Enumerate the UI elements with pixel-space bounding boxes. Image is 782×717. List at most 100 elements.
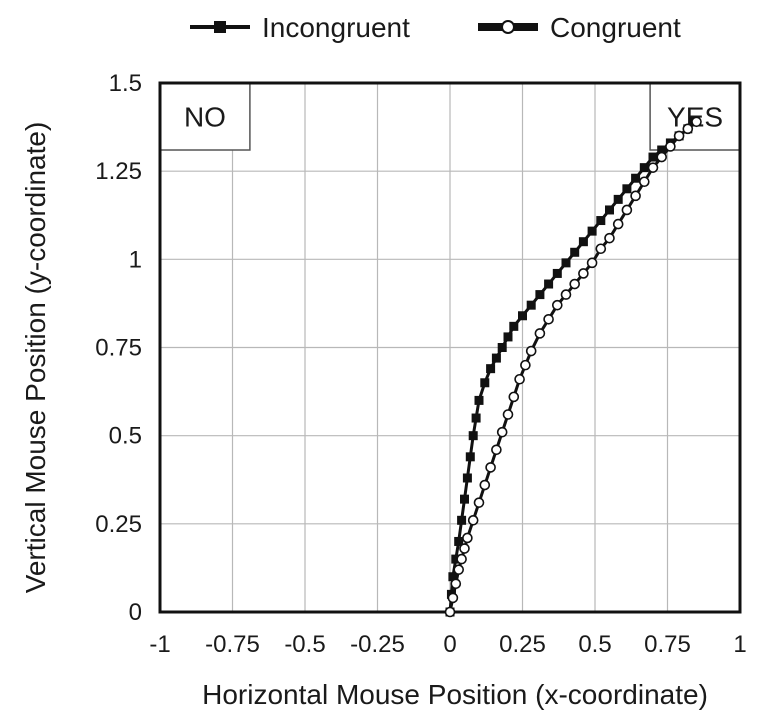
series-congruent (444, 116, 702, 618)
data-point-congruent (456, 553, 467, 565)
y-tick-label: 1.5 (109, 70, 142, 97)
legend-label: Congruent (550, 12, 681, 43)
data-point-incongruent (648, 152, 658, 162)
data-point-congruent (520, 359, 531, 371)
x-tick-label: 0.5 (578, 631, 611, 658)
data-point-incongruent (535, 290, 545, 300)
data-point-congruent (444, 606, 456, 618)
data-point-congruent (673, 130, 685, 142)
data-point-congruent (514, 373, 525, 385)
data-point-congruent (459, 543, 470, 554)
x-tick-label: 0 (443, 631, 456, 658)
series-layer (444, 116, 702, 618)
data-point-incongruent (457, 515, 467, 525)
data-point-congruent (491, 444, 502, 456)
data-point-incongruent (451, 554, 461, 564)
data-point-incongruent (462, 473, 472, 483)
data-point-incongruent (486, 364, 496, 374)
data-point-congruent (578, 268, 589, 279)
data-point-incongruent (468, 431, 478, 441)
data-point-congruent (595, 243, 607, 255)
data-point-congruent (656, 151, 668, 163)
data-point-incongruent (613, 194, 623, 204)
data-point-incongruent (657, 145, 667, 155)
data-point-incongruent (471, 413, 481, 423)
x-axis-label: Horizontal Mouse Position (x-coordinate) (202, 679, 708, 710)
data-point-incongruent (503, 332, 513, 342)
data-point-incongruent (480, 378, 490, 388)
data-point-congruent (462, 532, 473, 544)
data-point-incongruent (509, 321, 519, 331)
data-point-congruent (467, 515, 479, 526)
data-point-congruent (508, 391, 520, 403)
x-tick-label: -1 (149, 631, 170, 658)
data-point-incongruent (596, 216, 606, 226)
data-point-congruent (691, 116, 702, 128)
y-tick-label: 0 (129, 599, 142, 626)
data-point-congruent (447, 592, 459, 604)
data-point-congruent (502, 409, 514, 420)
y-tick-label: 1 (129, 246, 142, 273)
legend: Incongruent Congruent (190, 12, 681, 43)
tick-labels: -1 -0.75 -0.5 -0.25 0 0.25 0.5 0.75 1 0 0.25 0.5 0.7… (95, 70, 746, 658)
data-point-congruent (525, 345, 537, 357)
legend-marker (501, 20, 515, 34)
x-tick-label: -0.75 (205, 631, 260, 658)
data-point-incongruent (570, 247, 580, 257)
data-point-congruent (496, 426, 508, 438)
data-point-incongruent (552, 268, 562, 278)
data-point-incongruent (454, 536, 464, 546)
data-point-incongruent (460, 494, 469, 504)
legend-label: Incongruent (262, 12, 410, 43)
data-point-incongruent (561, 258, 571, 268)
legend-item-congruent: Congruent (478, 12, 681, 43)
data-point-incongruent (587, 226, 597, 236)
x-tick-label: 0.75 (644, 631, 691, 658)
data-point-congruent (479, 479, 491, 491)
y-tick-label: 1.25 (95, 158, 142, 185)
y-tick-label: 0.25 (95, 511, 142, 538)
data-point-incongruent (639, 163, 649, 173)
legend-item-incongruent: Incongruent (190, 12, 410, 43)
grid (159, 82, 741, 613)
legend-marker (214, 21, 226, 33)
data-point-congruent (586, 257, 598, 269)
data-point-incongruent (605, 205, 614, 215)
data-point-congruent (682, 123, 694, 135)
response-box-label-no: NO (184, 102, 226, 133)
x-tick-label: -0.25 (350, 631, 405, 658)
data-point-incongruent (631, 173, 641, 183)
data-point-congruent (604, 232, 615, 244)
x-tick-label: 1 (733, 631, 746, 658)
y-tick-label: 0.75 (95, 335, 142, 362)
data-point-incongruent (497, 343, 507, 352)
data-point-congruent (485, 462, 496, 473)
data-point-congruent (534, 328, 546, 339)
response-boxes: NOYES (159, 82, 741, 151)
response-box-yes (649, 82, 741, 151)
data-point-congruent (647, 162, 659, 173)
data-point-congruent (621, 204, 633, 216)
series-incongruent (445, 117, 699, 617)
data-point-congruent (453, 564, 465, 575)
data-point-incongruent (465, 452, 475, 462)
data-point-congruent (612, 218, 624, 230)
data-point-incongruent (448, 572, 458, 582)
data-point-congruent (665, 141, 676, 152)
data-point-congruent (569, 278, 581, 290)
data-point-congruent (473, 497, 485, 508)
data-point-incongruent (578, 237, 588, 247)
data-point-congruent (630, 190, 641, 202)
x-tick-label: 0.25 (499, 631, 546, 658)
data-point-incongruent (622, 184, 632, 194)
data-point-congruent (560, 289, 572, 300)
data-point-congruent (543, 313, 554, 325)
data-point-congruent (551, 299, 563, 311)
y-axis-label: Vertical Mouse Position (y-coordinate) (20, 122, 51, 594)
data-point-congruent (450, 578, 462, 590)
data-point-incongruent (474, 395, 484, 405)
x-tick-label: -0.5 (284, 631, 325, 658)
data-point-incongruent (526, 300, 536, 310)
data-point-incongruent (491, 353, 501, 363)
